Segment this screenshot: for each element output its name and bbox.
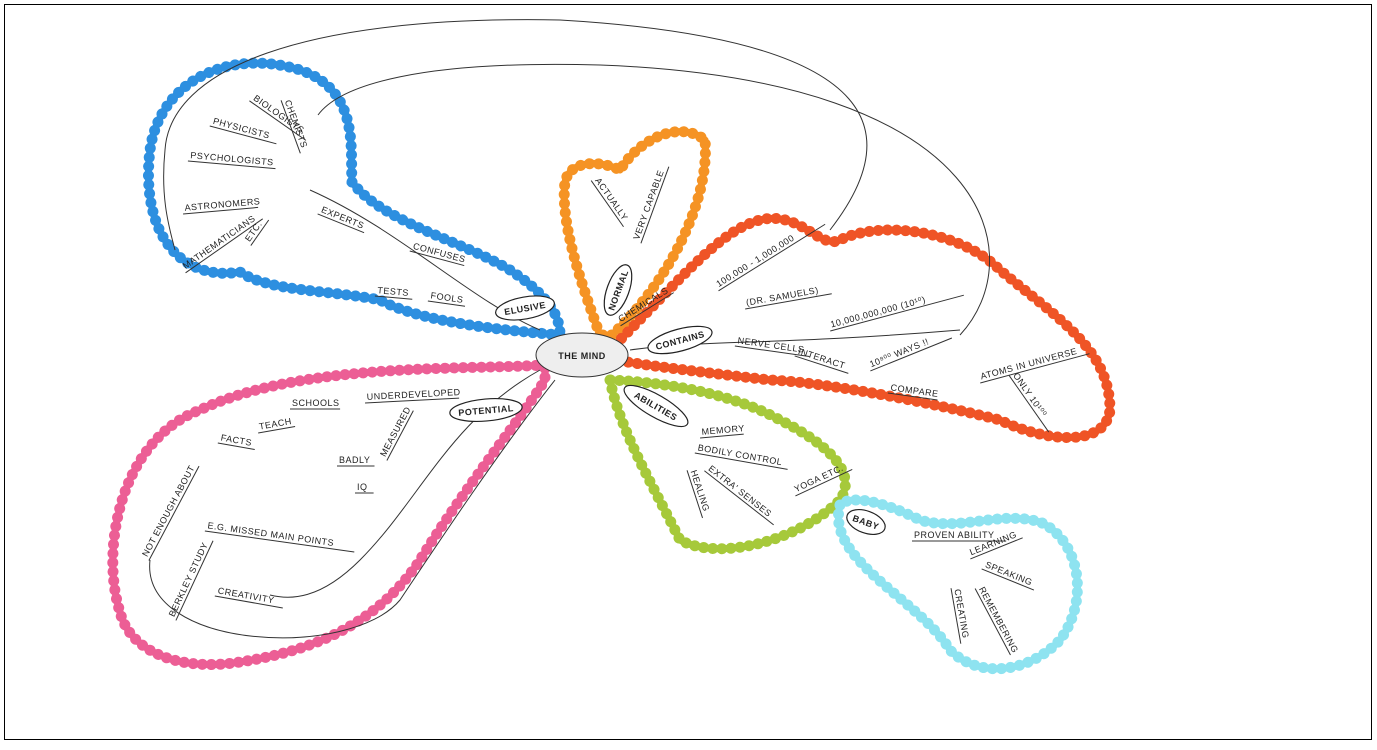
branch-item: BADLY — [337, 455, 375, 467]
branch-node: ELUSIVE — [495, 295, 555, 321]
item-underline — [700, 433, 744, 439]
item-underline — [1008, 375, 1050, 433]
item-underline — [620, 292, 674, 327]
item-underline — [409, 250, 465, 267]
item-underline — [204, 530, 355, 553]
item-underline — [795, 468, 853, 497]
node-oval — [449, 397, 523, 423]
branch-node: CONTAINS — [647, 325, 713, 355]
branch-item: MEMORY — [700, 423, 745, 439]
item-underline — [317, 213, 365, 234]
node-oval — [603, 264, 633, 316]
item-underline — [374, 295, 413, 300]
item-underline — [830, 294, 964, 332]
branch-node: POTENTIAL — [449, 397, 523, 423]
item-underline — [974, 588, 1011, 656]
item-underline — [258, 425, 296, 434]
branch-item: ASTRONOMERS — [183, 196, 261, 215]
node-label: POTENTIAL — [458, 403, 514, 418]
item-underline — [214, 595, 283, 609]
item-label: UNDERDEVELOPED — [366, 387, 460, 402]
item-label: SCHOOLS — [292, 398, 340, 408]
item-underline — [250, 219, 270, 246]
branch-item: IQ — [355, 482, 374, 494]
item-underline — [249, 100, 307, 141]
item-underline — [280, 100, 301, 154]
item-underline — [718, 223, 826, 292]
item-underline — [386, 410, 414, 461]
branch-item: COMPARE — [887, 382, 939, 401]
item-underline — [981, 568, 1035, 591]
item-underline — [734, 345, 810, 357]
item-label: BADLY — [339, 455, 370, 465]
item-underline — [209, 125, 277, 145]
item-underline — [704, 470, 774, 526]
item-underline — [175, 540, 214, 621]
item-underline — [183, 206, 259, 215]
branch-item: FOOLS — [427, 290, 466, 307]
node-oval — [623, 384, 689, 428]
node-oval — [495, 295, 555, 321]
item-label: IQ — [357, 482, 368, 492]
center-node: THE MIND — [535, 332, 629, 378]
branch-item: SCHOOLS — [290, 398, 341, 410]
node-oval — [647, 325, 713, 355]
branch-node: BABY — [846, 509, 886, 535]
item-underline — [217, 442, 255, 450]
branch-item: TESTS — [374, 285, 413, 300]
brain — [535, 332, 629, 378]
item-label: TESTS — [377, 285, 409, 298]
item-underline — [794, 355, 849, 374]
item-underline — [148, 465, 200, 561]
item-underline — [745, 293, 832, 310]
item-underline — [694, 452, 788, 470]
item-underline — [887, 392, 938, 401]
branch-node: NORMAL — [603, 264, 633, 316]
item-label: PROVEN ABILITY — [914, 530, 995, 540]
item-underline — [590, 180, 624, 228]
center-label: THE MIND — [558, 351, 606, 361]
item-label: MEMORY — [701, 423, 745, 437]
item-underline — [365, 397, 460, 404]
item-underline — [187, 160, 276, 170]
node-oval — [846, 509, 886, 535]
item-underline — [870, 337, 953, 372]
item-underline — [427, 300, 466, 307]
item-underline — [980, 353, 1090, 384]
item-underline — [640, 166, 670, 244]
item-underline — [950, 588, 962, 644]
outlines — [107, 57, 1116, 675]
item-label: FOOLS — [430, 290, 464, 304]
branch-item: PROVEN ABILITY — [912, 530, 1007, 542]
branch-item: UNDERDEVELOPED — [365, 387, 461, 404]
item-underline — [185, 218, 264, 274]
item-underline — [970, 537, 1023, 560]
item-underline — [686, 470, 704, 519]
